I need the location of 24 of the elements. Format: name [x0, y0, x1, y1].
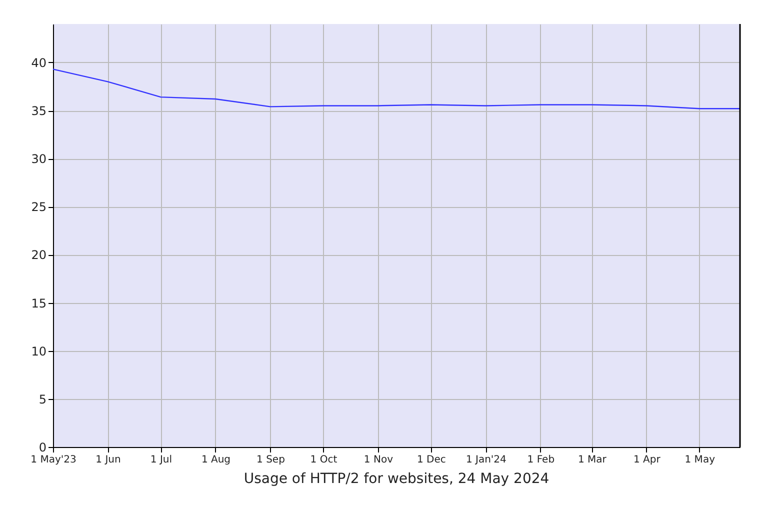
- x-tick-label: 1 Aug: [201, 454, 231, 466]
- x-tick-label: 1 Oct: [310, 454, 338, 466]
- x-tick-label: 1 Sep: [256, 454, 285, 466]
- y-tick-label: 25: [31, 200, 46, 214]
- y-tick-label: 20: [31, 248, 46, 262]
- text: Usage of HTTP/2 for websites, 24 May 2024: [244, 471, 550, 487]
- x-tick-label: 1 Mar: [578, 454, 608, 466]
- y-tick-label: 10: [31, 344, 46, 358]
- x-tick-label: 1 Feb: [527, 454, 555, 466]
- x-tick-label: 1 Nov: [364, 454, 394, 466]
- x-tick-label: 1 Jul: [150, 454, 172, 466]
- x-tick-label: 1 Jan'24: [466, 454, 506, 466]
- y-tick-label: 5: [38, 392, 46, 406]
- y-tick-label: 35: [31, 104, 46, 118]
- x-tick-label: 1 Apr: [633, 454, 662, 466]
- line-series: [52, 68, 741, 110]
- x-tick-label: 1 Jun: [96, 454, 121, 466]
- y-tick-label: 30: [31, 152, 46, 166]
- x-tick-label: 1 Dec: [416, 454, 446, 466]
- y-tick-label: 0: [38, 440, 46, 454]
- y-tick-label: 40: [31, 56, 46, 70]
- y-tick-label: 15: [31, 296, 46, 310]
- x-tick-label: 1 May: [684, 454, 716, 466]
- x-tick-label: 1 May'23: [30, 454, 76, 466]
